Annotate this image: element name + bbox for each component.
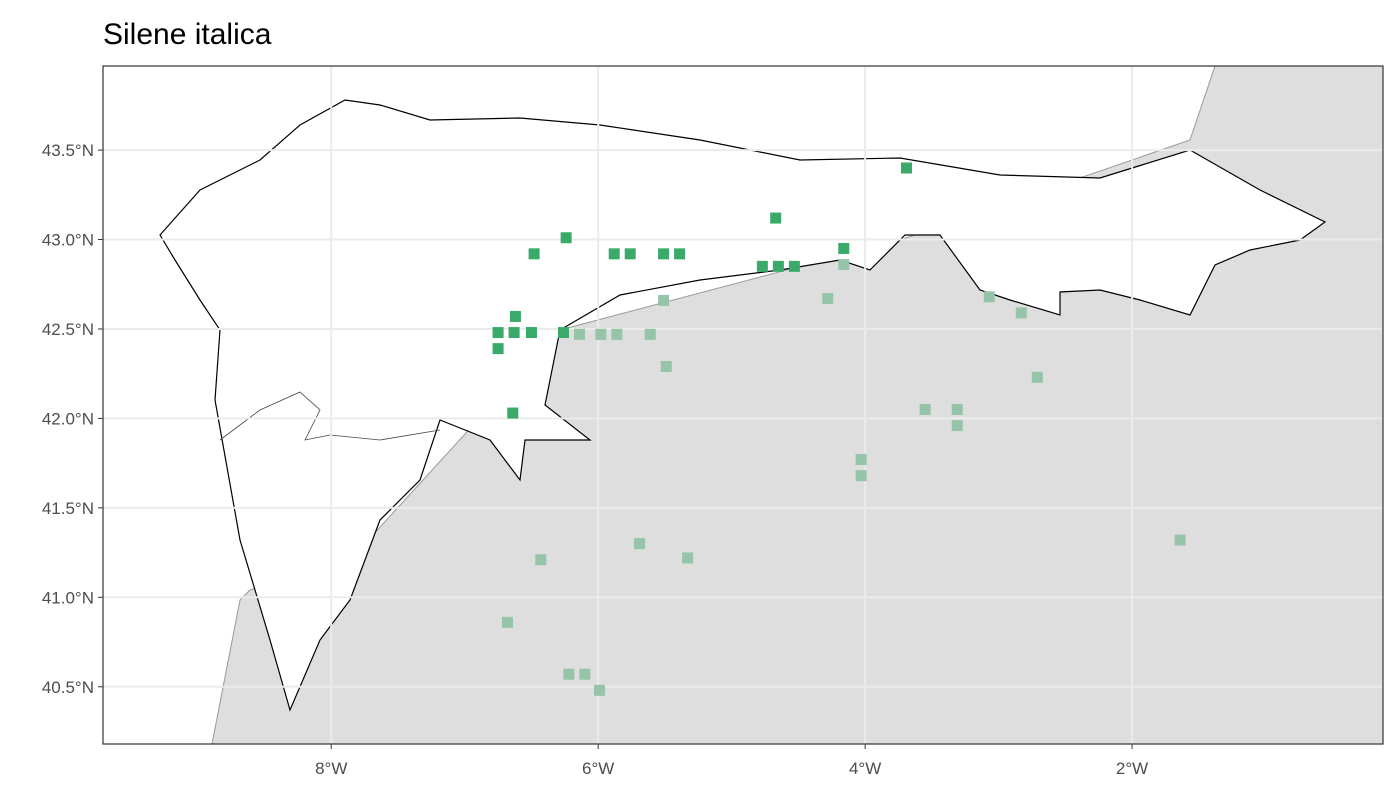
point [951,420,963,432]
point [508,327,520,339]
point [634,538,646,550]
x-tick-label: 2°W [1116,759,1148,778]
point [611,328,623,340]
x-tick-label: 4°W [849,759,881,778]
point [951,403,963,415]
point [1015,307,1027,319]
point [594,684,606,696]
point [901,162,913,174]
point [507,407,519,419]
x-tick-label: 8°W [315,759,347,778]
x-tick-label: 6°W [582,759,614,778]
point [658,248,670,260]
y-tick-label: 43.5°N [42,141,94,160]
point [509,310,521,322]
point [756,260,768,272]
point [1174,534,1186,546]
point [595,328,607,340]
point [658,294,670,306]
point [608,248,620,260]
point [770,212,782,224]
point [838,242,850,254]
point [838,259,850,271]
point [573,328,585,340]
y-tick-label: 42.0°N [42,409,94,428]
point [983,291,995,303]
point [535,554,547,566]
point [563,668,575,680]
point [674,248,686,260]
point [579,668,591,680]
point [624,248,636,260]
region [159,99,1327,712]
province-border [219,391,441,441]
point [501,616,513,628]
plot-frame [102,65,1384,745]
point [822,293,834,305]
point [1031,371,1043,383]
y-tick-label: 43.0°N [42,231,94,250]
map-title: Silene italica [103,18,272,51]
point [492,327,504,339]
point [528,248,540,260]
point [660,361,672,373]
point [492,343,504,355]
point [525,327,537,339]
point [644,328,656,340]
point [855,454,867,466]
y-tick-label: 41.0°N [42,588,94,607]
y-tick-label: 41.5°N [42,499,94,518]
point [788,260,800,272]
point [557,327,569,339]
point [772,260,784,272]
point [682,552,694,564]
y-tick-label: 42.5°N [42,320,94,339]
point [919,403,931,415]
y-tick-label: 40.5°N [42,678,94,697]
point [560,232,572,244]
point [855,470,867,482]
